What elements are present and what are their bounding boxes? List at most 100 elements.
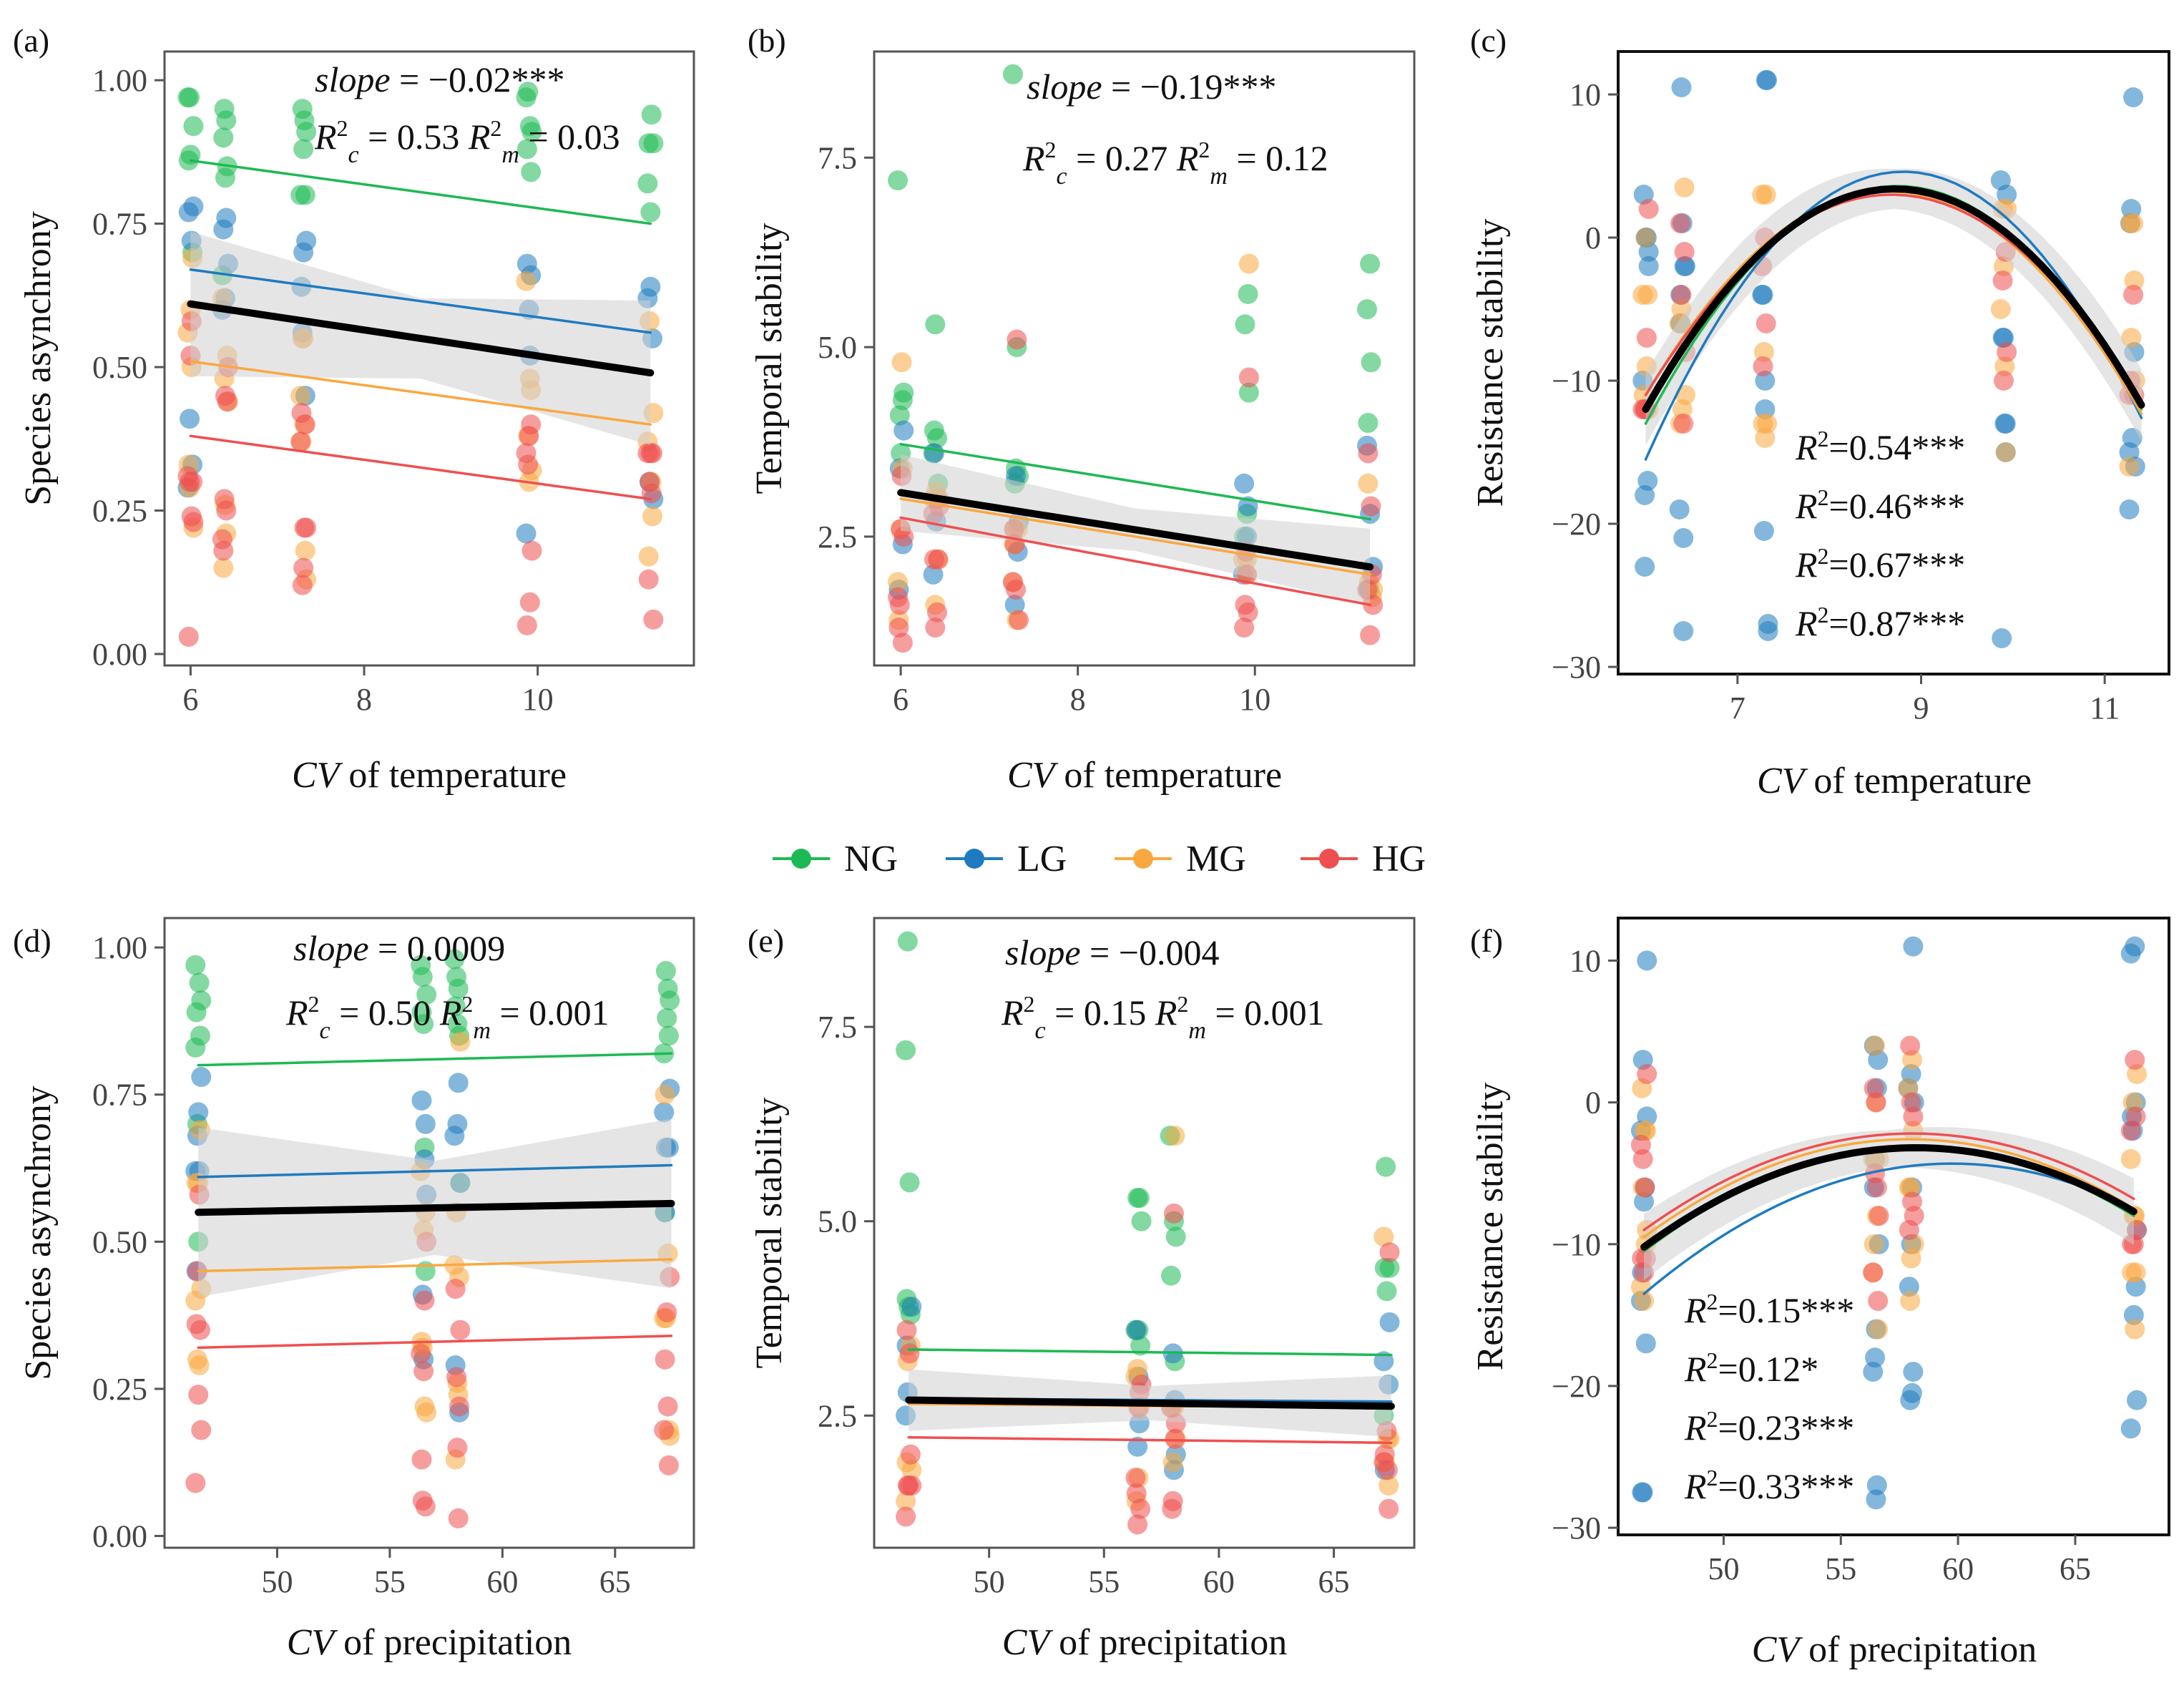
r2-annotation: R2=0.54*** [1795, 426, 1965, 467]
data-point [892, 633, 913, 653]
data-point [1235, 314, 1255, 335]
r2-annotation: R2=0.33*** [1684, 1465, 1854, 1506]
data-point [450, 1031, 471, 1052]
data-point [1357, 299, 1378, 320]
r2-annotation: R2c = 0.53 R2m = 0.03 [314, 115, 620, 168]
x-axis-title: CV of precipitation [1752, 1629, 2037, 1670]
data-point [657, 1007, 677, 1028]
data-point [1674, 177, 1695, 197]
data-point [1234, 473, 1255, 494]
chart-a-body [177, 82, 664, 647]
data-point [293, 557, 314, 578]
data-point [1670, 213, 1691, 233]
data-point [1374, 1257, 1395, 1278]
data-point [924, 443, 944, 464]
data-point [1006, 580, 1027, 600]
data-point [1900, 1291, 1921, 1312]
data-point [893, 420, 914, 441]
data-point [888, 618, 909, 638]
legend: NG LG MG HG [773, 839, 1426, 879]
data-point [654, 1102, 675, 1123]
data-point [1130, 1335, 1151, 1356]
chart-e-body [896, 931, 1400, 1535]
data-point [640, 472, 660, 492]
data-point [1358, 473, 1379, 494]
y-tick-label: 2.5 [818, 1398, 857, 1433]
data-point [416, 1402, 437, 1423]
fit-line-hg [1642, 1132, 2135, 1231]
data-point [1131, 1211, 1152, 1231]
y-tick-label: 1.00 [92, 930, 147, 965]
panel-label: (a) [13, 22, 49, 59]
data-point [188, 1385, 209, 1405]
data-point [1127, 1436, 1148, 1457]
data-point [191, 1067, 212, 1088]
data-point [898, 1475, 919, 1496]
data-point [292, 575, 313, 595]
data-point [516, 87, 537, 108]
data-point [2121, 328, 2142, 348]
data-point [188, 1102, 209, 1123]
data-point [1637, 471, 1658, 491]
r2-annotation: R2=0.15*** [1684, 1289, 1854, 1330]
plot-frame [163, 50, 695, 667]
data-point [216, 208, 237, 228]
x-tick-label: 65 [599, 1564, 631, 1599]
data-point [642, 506, 663, 527]
data-point [450, 1319, 471, 1340]
data-point [924, 549, 944, 570]
data-point [1238, 602, 1258, 623]
data-point [1129, 1188, 1150, 1209]
y-tick-label: 1.00 [92, 63, 147, 98]
fit-line-mg [189, 360, 652, 426]
data-point [448, 1508, 469, 1528]
data-point [923, 564, 944, 585]
plot-frame [873, 917, 1416, 1549]
y-axis-title: Resistance stability [1470, 219, 1511, 507]
data-point [1868, 1319, 1889, 1340]
overall-fit-line [905, 1396, 1395, 1410]
panel-f: (f) 50 55 60 65 −30 −20 −10 0 10 CV of precipita… [1470, 917, 2170, 1670]
data-point [1238, 253, 1259, 274]
overall-fit-line [187, 300, 655, 377]
y-tick-label: 5.0 [818, 1204, 857, 1239]
data-point [896, 1319, 917, 1340]
data-point [1379, 1312, 1400, 1332]
data-point [521, 414, 542, 435]
y-tick-label: 10 [1570, 77, 1601, 112]
data-point [516, 270, 537, 291]
data-point [1635, 228, 1656, 248]
x-tick-label: 50 [1708, 1551, 1739, 1586]
data-point [889, 595, 910, 615]
data-point [181, 506, 202, 527]
data-point [1165, 1226, 1186, 1247]
data-point [1379, 1498, 1399, 1519]
data-point [1900, 1035, 1921, 1056]
legend-entry-ng: NG [773, 839, 898, 879]
data-point [180, 87, 200, 108]
legend-marker [791, 849, 811, 869]
data-point [216, 500, 237, 521]
x-tick-label: 9 [1914, 691, 1929, 726]
y-tick-label: 0.50 [92, 350, 147, 385]
fit-line-lg [197, 1163, 673, 1179]
data-point [1638, 256, 1659, 276]
r2-annotation: R2=0.67*** [1795, 543, 1965, 585]
data-point [185, 955, 206, 975]
data-point [2125, 936, 2145, 957]
data-point [296, 517, 317, 538]
fit-line-lg [1642, 1162, 2135, 1295]
x-tick-label: 50 [261, 1564, 293, 1599]
data-point [1868, 1291, 1889, 1312]
data-point [414, 1290, 435, 1311]
data-point [1673, 528, 1694, 548]
data-point [1674, 242, 1695, 262]
fit-line-hg [189, 434, 652, 501]
data-point [1238, 367, 1259, 388]
panel-a: (a) 6 8 10 0.00 0.25 0.50 0.75 1.00 CV of tempe… [13, 22, 695, 796]
legend-label: HG [1372, 839, 1426, 879]
data-point [516, 253, 537, 274]
data-point [2125, 1050, 2145, 1070]
data-point [657, 1302, 677, 1323]
chart-e-ticks: 50 55 60 65 2.5 5.0 7.5 [818, 1010, 1350, 1599]
